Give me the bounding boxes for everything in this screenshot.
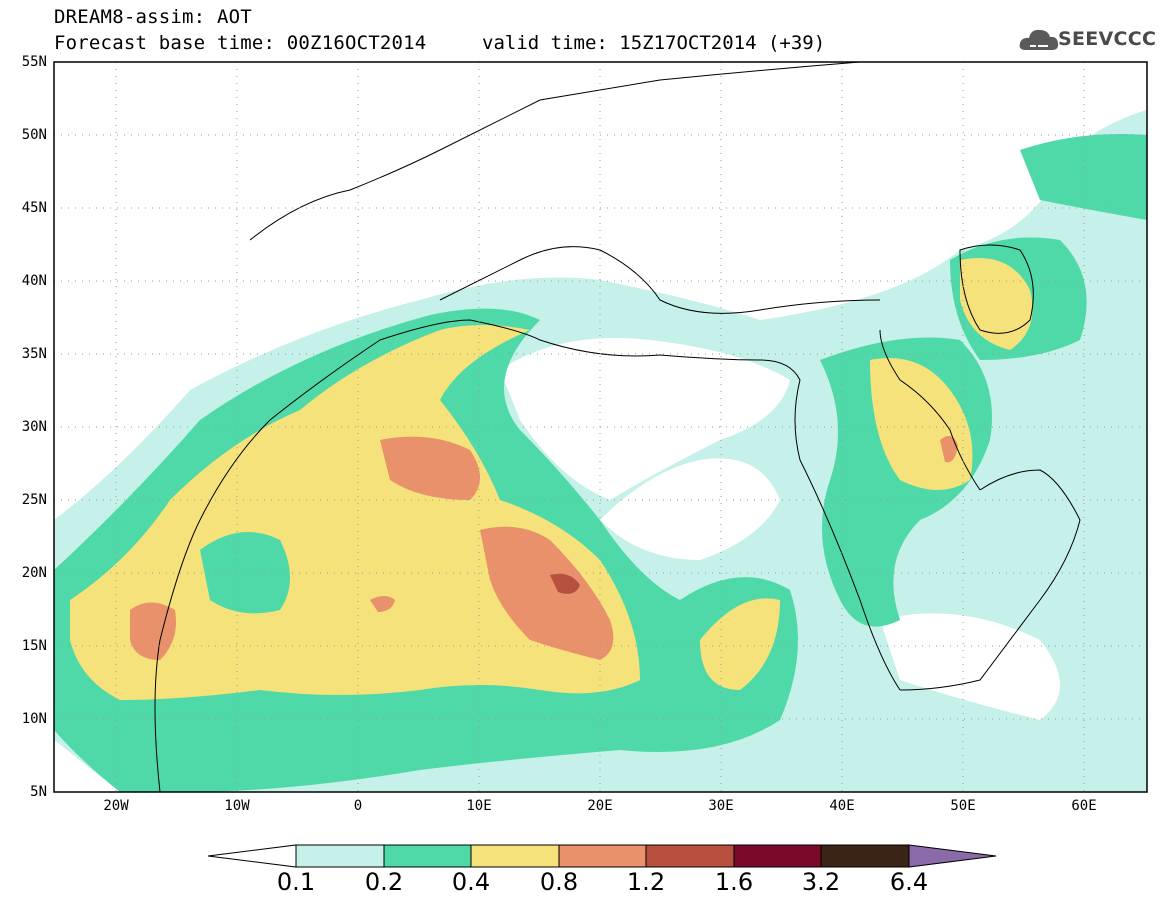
colorbar-label: 0.2 (364, 868, 404, 896)
lat-tick-20n: 20N (21, 565, 47, 581)
lon-tick-30e: 30E (708, 798, 734, 814)
lon-tick-50e: 50E (950, 798, 976, 814)
gridlines (54, 62, 1147, 792)
colorbar (207, 844, 997, 868)
lat-tick-45n: 45N (21, 200, 47, 216)
map-title: DREAM8-assim: AOT (54, 6, 252, 28)
lon-tick-40e: 40E (829, 798, 855, 814)
lat-tick-40n: 40N (21, 273, 47, 289)
colorbar-label: 0.8 (539, 868, 579, 896)
lat-tick-25n: 25N (21, 492, 47, 508)
map-border (53, 61, 1148, 793)
colorbar-label: 6.4 (889, 868, 929, 896)
lon-tick-20e: 20E (587, 798, 613, 814)
aot-band-1.2 (550, 573, 580, 594)
lat-tick-5n: 5N (30, 784, 47, 800)
lat-tick-35n: 35N (21, 346, 47, 362)
lat-tick-55n: 55N (21, 54, 47, 70)
lon-tick-20w: 20W (103, 798, 129, 814)
lon-tick-10w: 10W (224, 798, 250, 814)
valid-time: valid time: 15Z17OCT2014 (+39) (482, 32, 826, 54)
colorbar-label: 0.1 (276, 868, 316, 896)
lat-tick-30n: 30N (21, 419, 47, 435)
logo-text: SEEVCCC (1058, 28, 1157, 50)
colorbar-label: 0.4 (451, 868, 491, 896)
lon-tick-10e: 10E (466, 798, 492, 814)
lat-tick-50n: 50N (21, 127, 47, 143)
cloud-logo-icon (1019, 29, 1059, 50)
forecast-base-time: Forecast base time: 00Z16OCT2014 (54, 32, 427, 54)
aot-band-0.8 (380, 436, 480, 500)
aot-band-0.4 (70, 325, 640, 700)
lon-tick-0: 0 (353, 798, 363, 814)
colorbar-label: 3.2 (801, 868, 841, 896)
colorbar-label: 1.6 (714, 868, 754, 896)
lon-tick-60e: 60E (1071, 798, 1097, 814)
lat-tick-10n: 10N (21, 711, 47, 727)
colorbar-label: 1.2 (626, 868, 666, 896)
lat-tick-15n: 15N (21, 638, 47, 654)
